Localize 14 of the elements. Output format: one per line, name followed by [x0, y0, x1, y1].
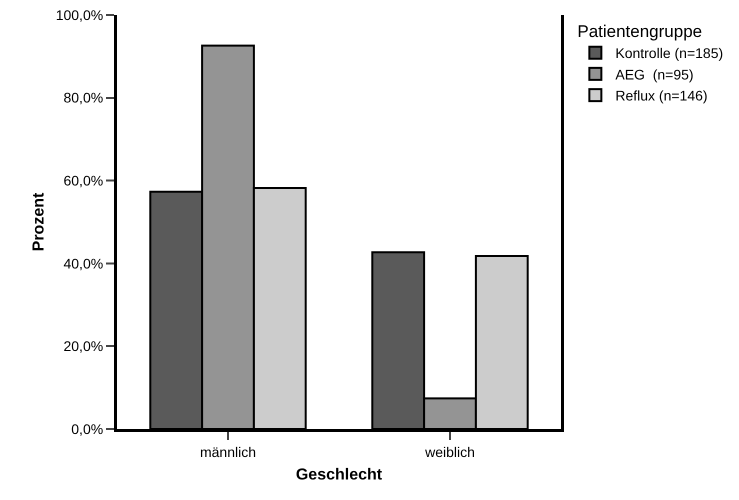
y-tick-label: 0,0%	[71, 420, 104, 437]
y-tick-label: 100,0%	[56, 6, 104, 23]
y-tick-label: 20,0%	[63, 338, 104, 354]
x-tick-label: weiblich	[424, 444, 475, 460]
legend-label: Kontrolle (n=185)	[615, 45, 724, 62]
legend-label: AEG (n=95)	[615, 66, 694, 82]
y-axis-title: Prozent	[30, 192, 48, 252]
legend-label: Reflux (n=146)	[615, 88, 708, 104]
y-tick-label: 60,0%	[63, 172, 104, 188]
legend-title: Patientengruppe	[577, 22, 702, 42]
x-tick-label: männlich	[200, 444, 256, 460]
y-tick-label: 40,0%	[63, 255, 104, 272]
x-axis-title: Geschlecht	[296, 466, 383, 484]
y-tick-label: 80,0%	[63, 90, 104, 106]
